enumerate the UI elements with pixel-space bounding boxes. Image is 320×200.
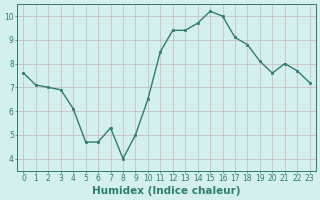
X-axis label: Humidex (Indice chaleur): Humidex (Indice chaleur) bbox=[92, 186, 241, 196]
